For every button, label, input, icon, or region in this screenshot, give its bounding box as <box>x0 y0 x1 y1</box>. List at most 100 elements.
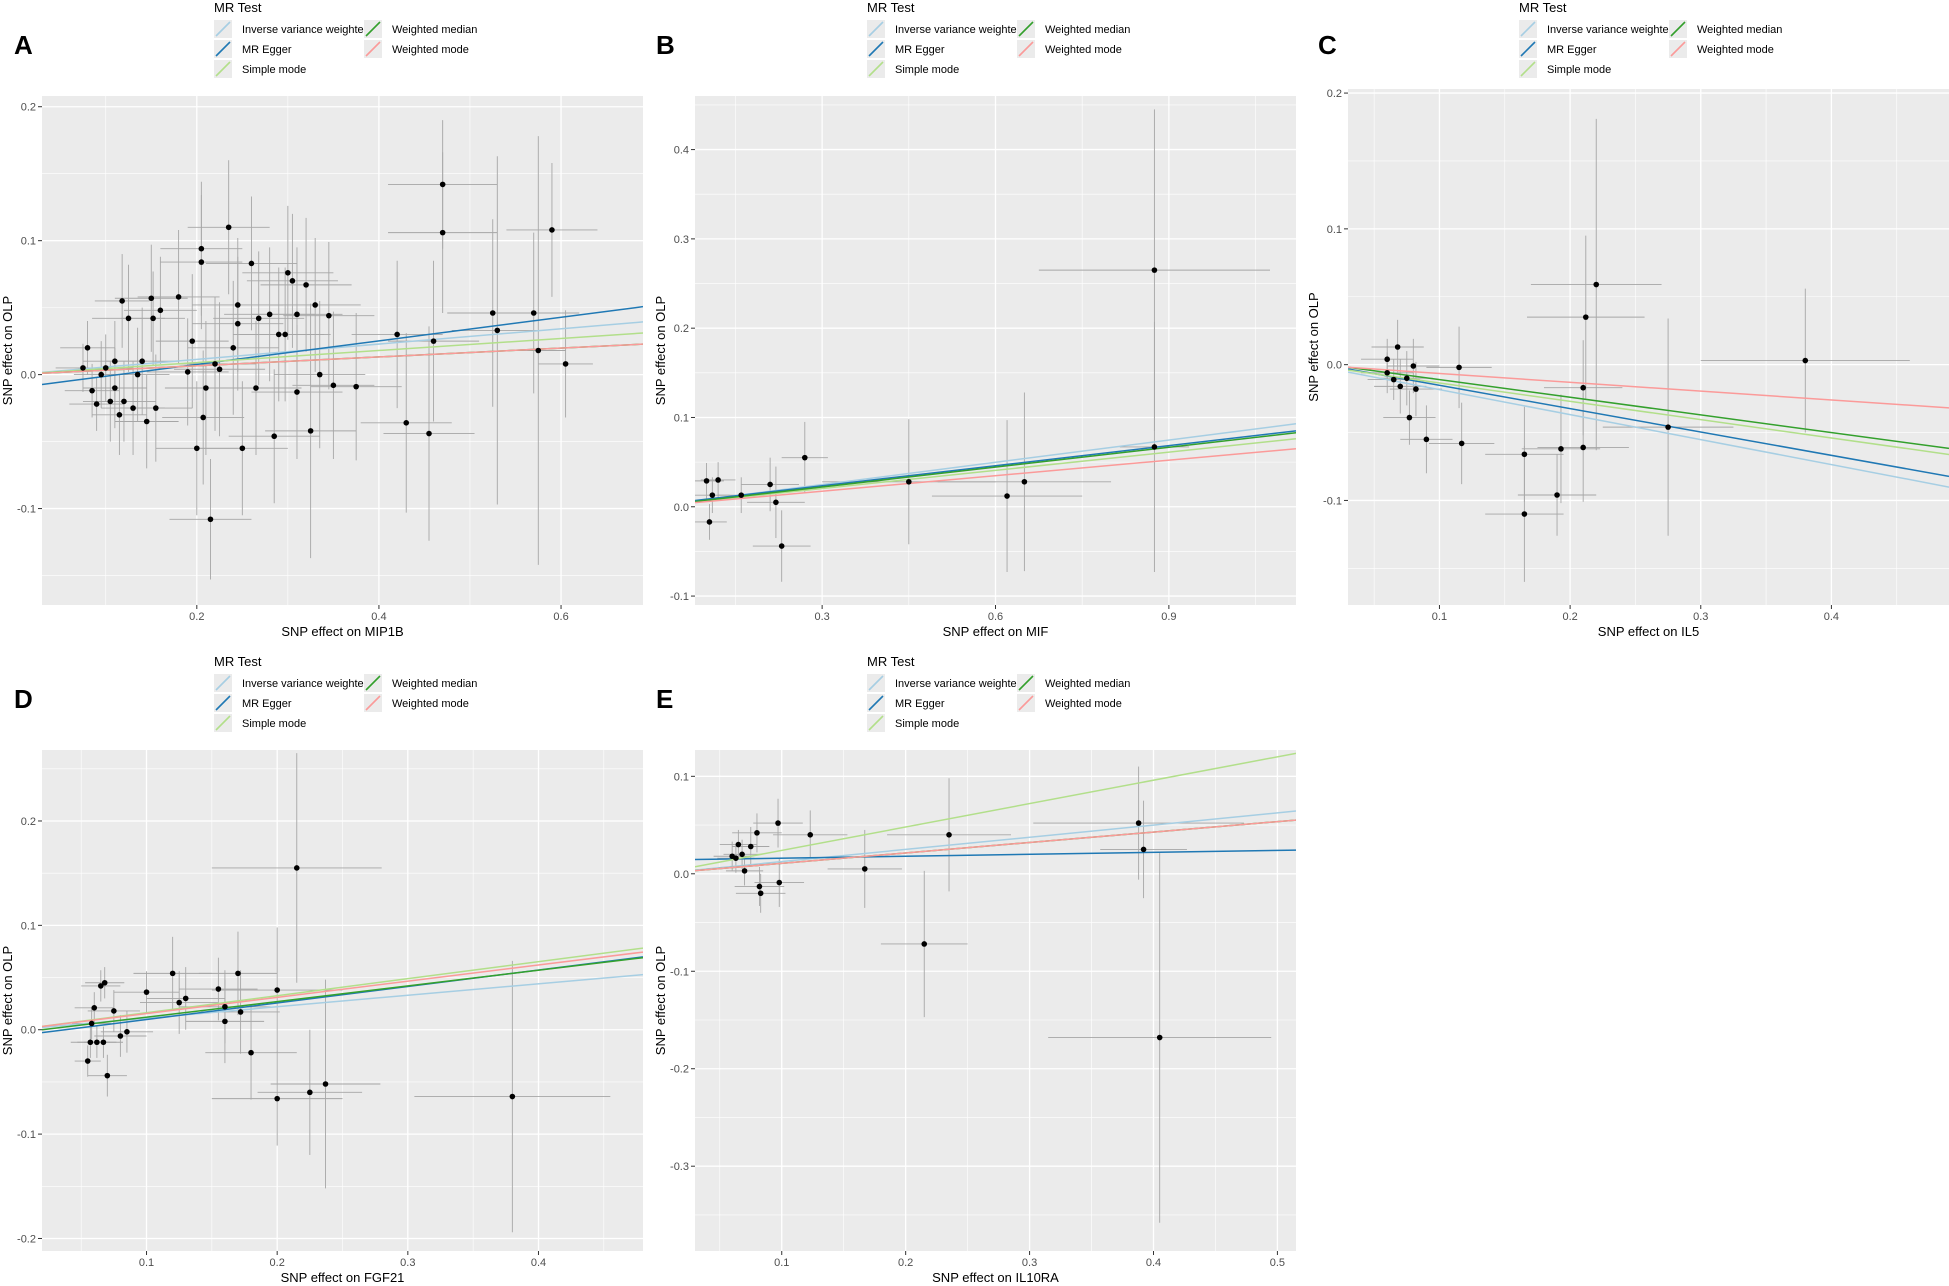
regression-line-ivw <box>42 973 643 1029</box>
legend-key-wmedian <box>1669 20 1687 38</box>
snp-point <box>94 1039 100 1046</box>
legend-key-simple <box>214 714 232 732</box>
regression-line-wmedian <box>1348 366 1949 450</box>
snp-point <box>1140 846 1147 853</box>
snp-point <box>101 979 108 986</box>
legend-label-wmode: Weighted mode <box>392 44 469 56</box>
snp-point <box>747 843 754 850</box>
snp-point <box>84 1058 91 1064</box>
snp-point <box>80 365 86 371</box>
snp-point <box>326 312 332 319</box>
legend-key-line <box>1018 695 1034 711</box>
legend-key-line <box>1670 41 1686 57</box>
legend-label-wmode: Weighted mode <box>392 698 469 710</box>
snp-point <box>738 492 745 498</box>
snp-point <box>776 879 783 886</box>
snp-point <box>182 995 189 1002</box>
snp-point <box>255 315 262 322</box>
snp-point <box>353 383 359 390</box>
snp-point <box>184 369 191 375</box>
legend-key-egger <box>214 694 232 712</box>
legend-key-line <box>365 41 381 57</box>
panel-b: 0.3 0.6 0.9 -0.1 0.0 0.1 0.2 0.3 0.4 SNP effect o… <box>653 0 1296 639</box>
snp-point <box>1554 492 1560 498</box>
y-tick-label: 0.2 <box>1327 88 1342 100</box>
legend-key-ivw <box>214 20 232 38</box>
x-tick-label: 0.3 <box>814 611 829 623</box>
snp-point <box>741 868 748 874</box>
legend-label-wmedian: Weighted median <box>392 24 477 36</box>
legend-label-wmode: Weighted mode <box>1045 698 1122 710</box>
snp-point <box>266 311 273 318</box>
legend-label-egger: MR Egger <box>895 698 945 710</box>
snp-point <box>97 983 104 989</box>
legend-label-egger: MR Egger <box>242 44 292 56</box>
legend-key-line <box>215 41 231 57</box>
snp-point <box>330 382 337 389</box>
y-tick-label: 0.2 <box>21 816 36 828</box>
regression-line-ivw <box>695 423 1296 502</box>
snp-point <box>1802 357 1809 364</box>
legend-key-egger <box>214 40 232 58</box>
regression-line-egger <box>42 305 643 386</box>
snp-point <box>194 445 200 452</box>
snp-point <box>303 282 309 288</box>
snp-point <box>207 516 214 523</box>
snp-point <box>562 361 569 367</box>
snp-point <box>88 1020 95 1027</box>
y-tick-label: 0.4 <box>674 145 689 157</box>
legend-key-line <box>1018 41 1034 57</box>
legend-key-line <box>868 41 884 57</box>
snp-point <box>426 430 432 437</box>
snp-point <box>198 259 205 265</box>
snp-point <box>119 298 125 304</box>
legend-label-ivw: Inverse variance weighted <box>895 24 1023 36</box>
regression-line-wmode <box>42 343 643 375</box>
regression-line-simple <box>42 947 643 1028</box>
plot-content <box>695 109 1296 582</box>
legend-key-wmode <box>1017 694 1035 712</box>
y-axis-title: SNP effect on OLP <box>0 946 15 1055</box>
snp-point <box>112 358 118 365</box>
legend-key-ivw <box>214 674 232 692</box>
snp-point <box>439 229 446 236</box>
regression-line-simple <box>42 332 643 374</box>
panel-letter: B <box>656 30 675 60</box>
x-tick-label: 0.2 <box>189 611 204 623</box>
snp-point <box>100 1039 107 1046</box>
y-tick-label: 0.0 <box>674 502 689 514</box>
snp-point <box>767 481 773 488</box>
plot-background <box>695 750 1296 1251</box>
snp-point <box>253 385 259 391</box>
x-tick-label: 0.4 <box>1824 611 1839 623</box>
snp-point <box>139 358 145 365</box>
snp-point <box>1151 267 1158 273</box>
snp-point <box>1406 414 1413 421</box>
y-axis-title: SNP effect on OLP <box>0 296 15 405</box>
snp-point <box>489 310 496 316</box>
y-tick-label: -0.2 <box>670 1064 689 1076</box>
y-tick-label: 0.0 <box>674 869 689 881</box>
legend-title: MR Test <box>214 0 262 15</box>
snp-point <box>316 371 323 378</box>
snp-point <box>549 227 555 233</box>
y-tick-label: 0.1 <box>674 412 689 424</box>
legend-key-ivw <box>1519 20 1537 38</box>
snp-point <box>248 1049 254 1056</box>
snp-point <box>801 454 808 461</box>
legend-key-simple <box>867 714 885 732</box>
snp-point <box>117 1033 124 1039</box>
legend-title: MR Test <box>867 654 915 669</box>
legend-key-line <box>365 695 381 711</box>
snp-point <box>921 941 928 947</box>
snp-point <box>439 181 446 188</box>
snp-point <box>1582 314 1589 320</box>
y-tick-label: 0.1 <box>674 771 689 783</box>
snp-point <box>706 519 713 525</box>
snp-point <box>535 347 542 354</box>
snp-point <box>293 865 300 871</box>
snp-point <box>1423 436 1430 443</box>
snp-point <box>237 1009 244 1015</box>
